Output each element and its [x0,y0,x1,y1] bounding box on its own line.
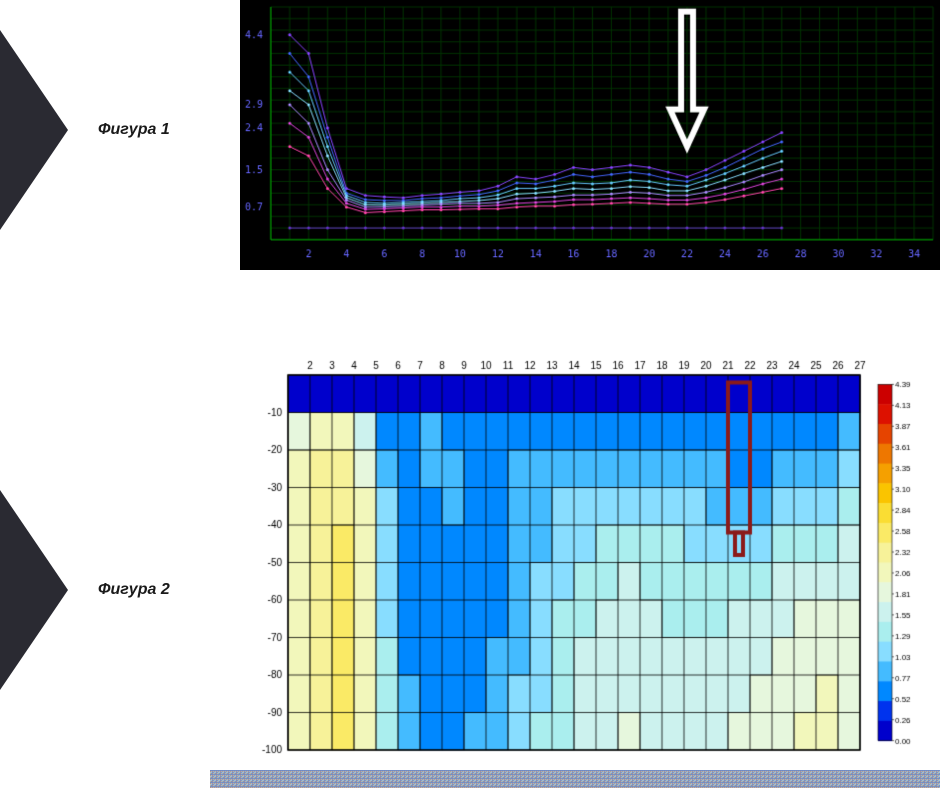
triangle-2 [0,490,68,690]
heatmap-canvas [240,355,940,760]
triangle-1 [0,30,68,230]
noise-strip [210,770,940,788]
figure1-label: Фигура 1 [98,121,170,139]
line-chart-panel [240,0,940,270]
figure2-label: Фигура 2 [98,581,170,599]
figure1-pointer: Фигура 1 [0,30,170,230]
line-chart-canvas [243,3,937,267]
figure2-pointer: Фигура 2 [0,490,170,690]
heatmap-panel [240,355,940,760]
